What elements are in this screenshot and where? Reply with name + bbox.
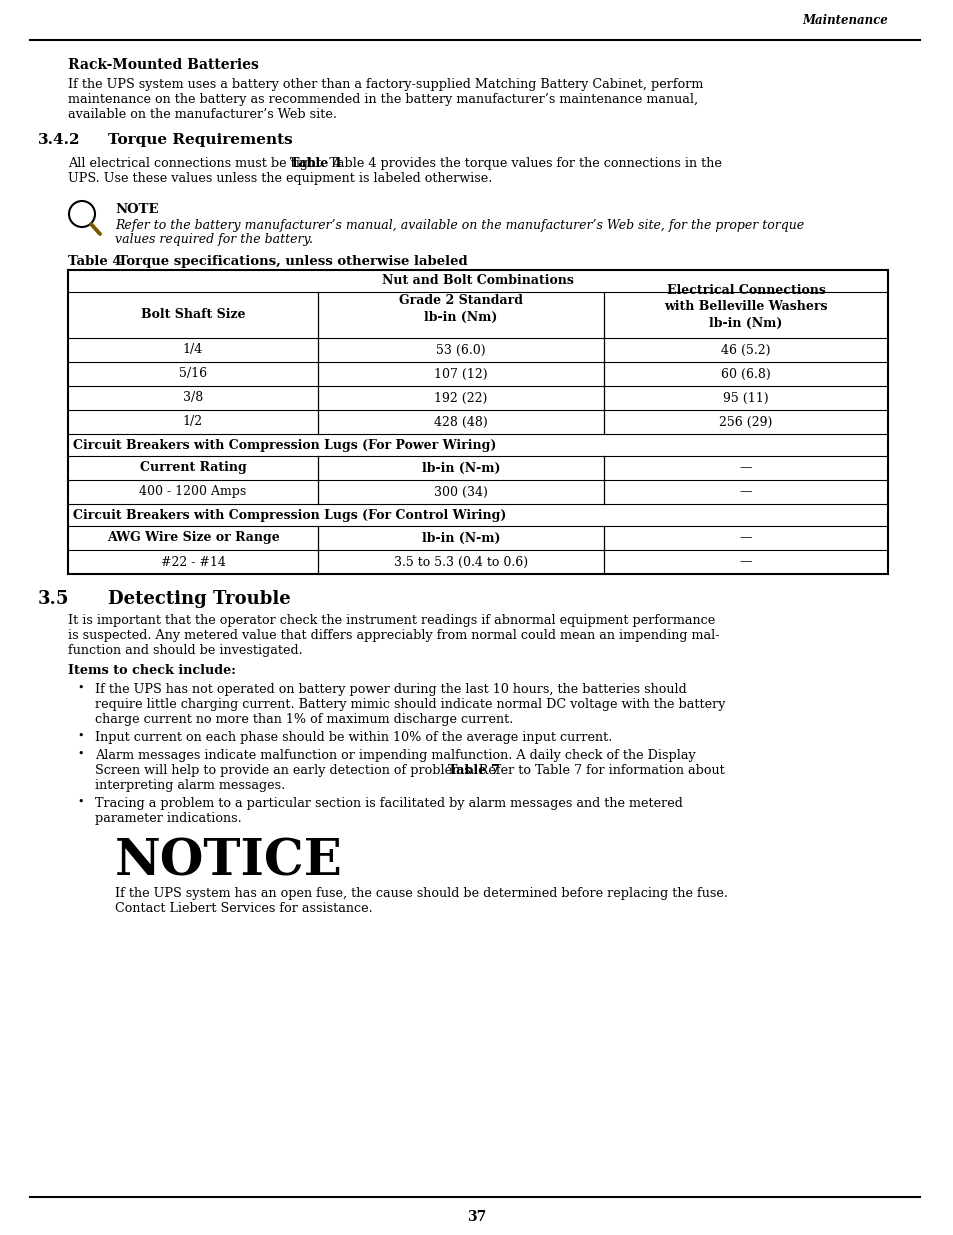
- Text: lb-in (N-m): lb-in (N-m): [421, 531, 499, 545]
- Text: available on the manufacturer’s Web site.: available on the manufacturer’s Web site…: [68, 107, 336, 121]
- Text: Table 4: Table 4: [68, 254, 121, 268]
- Text: —: —: [739, 462, 752, 474]
- Text: Rack-Mounted Batteries: Rack-Mounted Batteries: [68, 58, 258, 72]
- Text: 53 (6.0): 53 (6.0): [436, 343, 485, 357]
- Text: Alarm messages indicate malfunction or impending malfunction. A daily check of t: Alarm messages indicate malfunction or i…: [95, 748, 695, 762]
- Text: Bolt Shaft Size: Bolt Shaft Size: [141, 309, 245, 321]
- Text: 3.4.2: 3.4.2: [38, 133, 80, 147]
- Text: If the UPS system has an open fuse, the cause should be determined before replac: If the UPS system has an open fuse, the …: [115, 887, 727, 900]
- Text: #22 - #14: #22 - #14: [160, 556, 225, 568]
- Text: 5/16: 5/16: [179, 368, 207, 380]
- Text: 428 (48): 428 (48): [434, 415, 487, 429]
- Text: 3/8: 3/8: [183, 391, 203, 405]
- Text: Screen will help to provide an early detection of problems. Refer to Table 7 for: Screen will help to provide an early det…: [95, 764, 724, 777]
- Text: Maintenance: Maintenance: [801, 14, 887, 27]
- Text: It is important that the operator check the instrument readings if abnormal equi: It is important that the operator check …: [68, 614, 715, 627]
- Text: All electrical connections must be tight. Table 4 provides the torque values for: All electrical connections must be tight…: [68, 157, 721, 170]
- Text: 3.5 to 5.3 (0.4 to 0.6): 3.5 to 5.3 (0.4 to 0.6): [394, 556, 528, 568]
- Text: —: —: [739, 531, 752, 545]
- Text: interpreting alarm messages.: interpreting alarm messages.: [95, 779, 285, 792]
- Text: NOTICE: NOTICE: [115, 837, 342, 885]
- Text: If the UPS has not operated on battery power during the last 10 hours, the batte: If the UPS has not operated on battery p…: [95, 683, 686, 697]
- Text: •: •: [77, 797, 84, 806]
- Text: 1/4: 1/4: [183, 343, 203, 357]
- Text: —: —: [739, 556, 752, 568]
- Text: is suspected. Any metered value that differs appreciably from normal could mean : is suspected. Any metered value that dif…: [68, 629, 719, 642]
- Text: —: —: [739, 485, 752, 499]
- Text: Nut and Bolt Combinations: Nut and Bolt Combinations: [381, 274, 574, 288]
- Text: Refer to the battery manufacturer’s manual, available on the manufacturer’s Web : Refer to the battery manufacturer’s manu…: [115, 219, 803, 232]
- Text: Current Rating: Current Rating: [139, 462, 246, 474]
- Text: •: •: [77, 731, 84, 741]
- Text: 60 (6.8): 60 (6.8): [720, 368, 770, 380]
- Text: function and should be investigated.: function and should be investigated.: [68, 643, 302, 657]
- Text: Torque specifications, unless otherwise labeled: Torque specifications, unless otherwise …: [118, 254, 467, 268]
- Text: 107 (12): 107 (12): [434, 368, 487, 380]
- Text: lb-in (N-m): lb-in (N-m): [421, 462, 499, 474]
- Text: AWG Wire Size or Range: AWG Wire Size or Range: [107, 531, 279, 545]
- Text: 192 (22): 192 (22): [434, 391, 487, 405]
- Text: parameter indications.: parameter indications.: [95, 811, 241, 825]
- Text: 95 (11): 95 (11): [722, 391, 768, 405]
- Text: charge current no more than 1% of maximum discharge current.: charge current no more than 1% of maximu…: [95, 713, 513, 726]
- Text: require little charging current. Battery mimic should indicate normal DC voltage: require little charging current. Battery…: [95, 698, 724, 711]
- Text: Contact Liebert Services for assistance.: Contact Liebert Services for assistance.: [115, 902, 373, 915]
- Text: values required for the battery.: values required for the battery.: [115, 233, 313, 246]
- Text: maintenance on the battery as recommended in the battery manufacturer’s maintena: maintenance on the battery as recommende…: [68, 93, 698, 106]
- Text: 1/2: 1/2: [183, 415, 203, 429]
- Text: NOTE: NOTE: [115, 203, 158, 216]
- Text: 400 - 1200 Amps: 400 - 1200 Amps: [139, 485, 247, 499]
- Text: 46 (5.2): 46 (5.2): [720, 343, 770, 357]
- Text: Torque Requirements: Torque Requirements: [108, 133, 293, 147]
- Text: 3.5: 3.5: [38, 590, 70, 608]
- Text: Table 4: Table 4: [290, 157, 341, 170]
- Text: Tracing a problem to a particular section is facilitated by alarm messages and t: Tracing a problem to a particular sectio…: [95, 797, 682, 810]
- Text: Detecting Trouble: Detecting Trouble: [108, 590, 291, 608]
- Text: UPS. Use these values unless the equipment is labeled otherwise.: UPS. Use these values unless the equipme…: [68, 172, 492, 185]
- Text: If the UPS system uses a battery other than a factory-supplied Matching Battery : If the UPS system uses a battery other t…: [68, 78, 702, 91]
- Text: •: •: [77, 748, 84, 760]
- Text: 300 (34): 300 (34): [434, 485, 487, 499]
- Text: Table 7: Table 7: [448, 764, 499, 777]
- Text: Input current on each phase should be within 10% of the average input current.: Input current on each phase should be wi…: [95, 731, 612, 743]
- Text: 256 (29): 256 (29): [719, 415, 772, 429]
- Text: 37: 37: [467, 1210, 486, 1224]
- Text: Items to check include:: Items to check include:: [68, 664, 235, 677]
- Text: Grade 2 Standard
lb-in (Nm): Grade 2 Standard lb-in (Nm): [398, 294, 522, 324]
- Text: •: •: [77, 683, 84, 693]
- Text: Circuit Breakers with Compression Lugs (For Control Wiring): Circuit Breakers with Compression Lugs (…: [73, 509, 506, 521]
- Text: Circuit Breakers with Compression Lugs (For Power Wiring): Circuit Breakers with Compression Lugs (…: [73, 438, 496, 452]
- Text: Electrical Connections
with Belleville Washers
lb-in (Nm): Electrical Connections with Belleville W…: [663, 284, 827, 330]
